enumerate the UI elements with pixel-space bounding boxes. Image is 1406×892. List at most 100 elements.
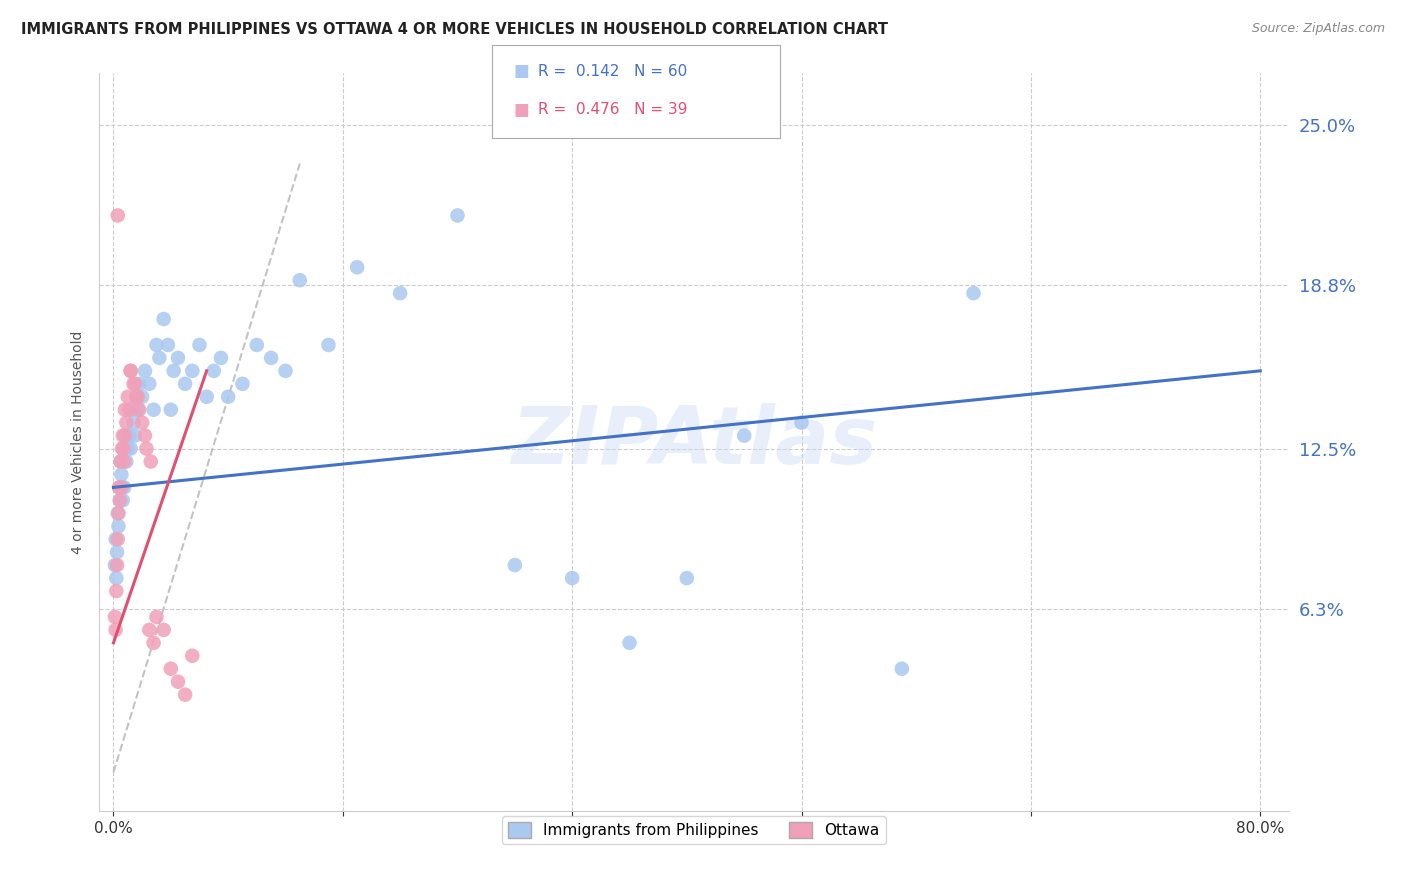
Point bbox=[114, 428, 136, 442]
Point bbox=[188, 338, 211, 352]
Point bbox=[148, 351, 170, 365]
Point bbox=[231, 376, 253, 391]
Point bbox=[389, 286, 412, 301]
Point bbox=[346, 260, 368, 275]
Point bbox=[115, 416, 138, 430]
Point bbox=[246, 338, 269, 352]
Point bbox=[167, 351, 190, 365]
Point bbox=[117, 442, 139, 456]
Legend: Immigrants from Philippines, Ottawa: Immigrants from Philippines, Ottawa bbox=[502, 816, 886, 844]
Point bbox=[118, 428, 141, 442]
Point bbox=[274, 364, 297, 378]
Text: ■: ■ bbox=[513, 62, 529, 80]
Point bbox=[446, 209, 468, 223]
Point bbox=[104, 623, 127, 637]
Point bbox=[121, 402, 143, 417]
Text: R =  0.142   N = 60: R = 0.142 N = 60 bbox=[538, 64, 688, 78]
Point bbox=[159, 402, 181, 417]
Point bbox=[112, 442, 135, 456]
Point bbox=[145, 610, 167, 624]
Point bbox=[120, 364, 142, 378]
Point bbox=[152, 623, 174, 637]
Point bbox=[195, 390, 218, 404]
Point bbox=[114, 402, 136, 417]
Point bbox=[122, 376, 145, 391]
Point bbox=[676, 571, 699, 585]
Point bbox=[104, 610, 127, 624]
Point bbox=[105, 558, 128, 573]
Point bbox=[217, 390, 239, 404]
Point bbox=[288, 273, 311, 287]
Point bbox=[202, 364, 225, 378]
Point bbox=[181, 364, 204, 378]
Point bbox=[134, 428, 156, 442]
Y-axis label: 4 or more Vehicles in Household: 4 or more Vehicles in Household bbox=[72, 330, 86, 554]
Point bbox=[112, 454, 135, 468]
Point bbox=[138, 376, 160, 391]
Point bbox=[112, 480, 135, 494]
Point bbox=[135, 442, 157, 456]
Point bbox=[209, 351, 232, 365]
Point bbox=[104, 532, 127, 546]
Point bbox=[110, 454, 132, 468]
Point bbox=[152, 312, 174, 326]
Point bbox=[124, 428, 146, 442]
Point bbox=[156, 338, 179, 352]
Point bbox=[962, 286, 984, 301]
Point bbox=[108, 480, 131, 494]
Point bbox=[114, 428, 136, 442]
Point bbox=[108, 480, 131, 494]
Point bbox=[107, 519, 129, 533]
Point bbox=[503, 558, 526, 573]
Point bbox=[104, 558, 127, 573]
Point bbox=[108, 493, 131, 508]
Point bbox=[118, 402, 141, 417]
Text: IMMIGRANTS FROM PHILIPPINES VS OTTAWA 4 OR MORE VEHICLES IN HOUSEHOLD CORRELATIO: IMMIGRANTS FROM PHILIPPINES VS OTTAWA 4 … bbox=[21, 22, 889, 37]
Text: ■: ■ bbox=[513, 101, 529, 119]
Point bbox=[108, 493, 131, 508]
Point bbox=[139, 454, 162, 468]
Point bbox=[125, 390, 148, 404]
Point bbox=[107, 506, 129, 520]
Point bbox=[181, 648, 204, 663]
Text: ZIPAtlas: ZIPAtlas bbox=[510, 403, 877, 481]
Point bbox=[110, 454, 132, 468]
Point bbox=[138, 623, 160, 637]
Point bbox=[124, 376, 146, 391]
Point bbox=[134, 364, 156, 378]
Point bbox=[122, 416, 145, 430]
Point bbox=[110, 480, 132, 494]
Point bbox=[111, 442, 134, 456]
Point bbox=[127, 402, 149, 417]
Point bbox=[142, 636, 165, 650]
Point bbox=[112, 442, 135, 456]
Point bbox=[105, 584, 128, 599]
Point bbox=[128, 402, 150, 417]
Point bbox=[111, 493, 134, 508]
Point bbox=[120, 442, 142, 456]
Point bbox=[131, 416, 153, 430]
Point bbox=[174, 688, 197, 702]
Point bbox=[105, 571, 128, 585]
Point bbox=[128, 376, 150, 391]
Point bbox=[107, 209, 129, 223]
Point bbox=[733, 428, 755, 442]
Point bbox=[260, 351, 283, 365]
Point bbox=[105, 545, 128, 559]
Point bbox=[125, 390, 148, 404]
Point bbox=[111, 428, 134, 442]
Point bbox=[127, 390, 149, 404]
Point bbox=[167, 674, 190, 689]
Point bbox=[163, 364, 186, 378]
Point bbox=[107, 506, 129, 520]
Point bbox=[115, 454, 138, 468]
Text: R =  0.476   N = 39: R = 0.476 N = 39 bbox=[538, 103, 688, 117]
Point bbox=[120, 364, 142, 378]
Point bbox=[619, 636, 641, 650]
Point bbox=[790, 416, 813, 430]
Point bbox=[117, 390, 139, 404]
Point bbox=[890, 662, 912, 676]
Point bbox=[318, 338, 340, 352]
Point bbox=[110, 467, 132, 482]
Text: Source: ZipAtlas.com: Source: ZipAtlas.com bbox=[1251, 22, 1385, 36]
